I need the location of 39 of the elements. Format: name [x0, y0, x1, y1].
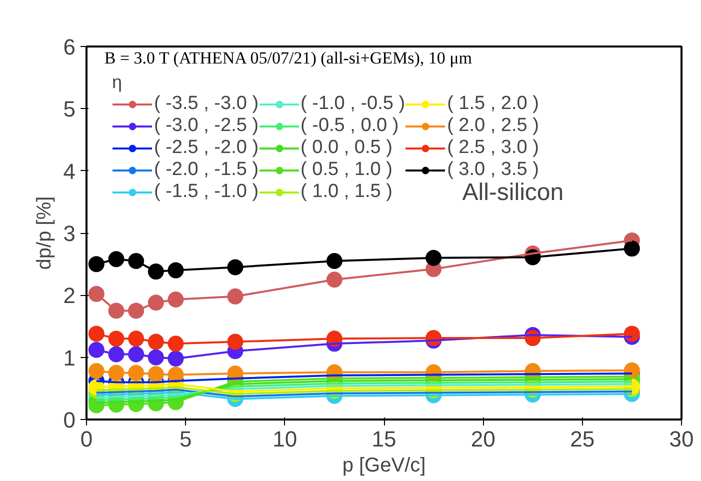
legend-label: ( -0.5 , 0.0 ): [300, 115, 399, 137]
point: [88, 363, 104, 379]
point: [624, 240, 640, 257]
y-tick-label: 1: [63, 345, 76, 370]
point: [88, 342, 104, 358]
x-tick-label: 30: [669, 426, 694, 452]
x-tick-label: 10: [272, 426, 298, 452]
x-axis-title: p [GeV/c]: [342, 454, 426, 476]
legend-label: ( 0.5 , 1.0 ): [300, 159, 392, 181]
legend-title: η: [112, 72, 124, 93]
y-tick-label: 5: [63, 96, 76, 122]
legend-label: ( 3.0 , 3.5 ): [447, 159, 539, 181]
x-tick-label: 25: [570, 426, 595, 452]
legend-label: ( -1.0 , -0.5 ): [300, 93, 406, 115]
legend-label: ( 1.0 , 1.5 ): [300, 181, 392, 203]
y-axis-title: dp/p [%]: [33, 196, 56, 270]
point: [88, 326, 104, 342]
legend-label: ( 1.5 , 2.0 ): [447, 93, 539, 115]
legend-label: ( -2.5 , -2.0 ): [154, 137, 259, 159]
point: [88, 256, 104, 272]
x-tick-label: 5: [180, 426, 192, 452]
legend-label: ( -1.5 , -1.0 ): [154, 181, 259, 203]
annotation: All-silicon: [462, 179, 564, 206]
legend-label: ( -3.0 , -2.5 ): [154, 115, 259, 137]
y-tick-label: 2: [63, 283, 76, 308]
x-tick-label: 0: [80, 426, 93, 452]
y-tick-label: 0: [63, 408, 76, 432]
y-tick-label: 3: [63, 221, 76, 246]
legend-label: ( 2.5 , 3.0 ): [447, 137, 539, 159]
y-tick-label: 4: [63, 158, 76, 184]
point: [88, 286, 104, 302]
legend-label: ( 2.0 , 2.5 ): [447, 115, 539, 137]
y-tick-label: 6: [63, 34, 76, 60]
x-tick-label: 15: [372, 426, 396, 452]
x-tick-label: 20: [470, 426, 496, 452]
legend-label: ( -3.5 , -3.0 ): [154, 93, 259, 115]
legend-label: ( -2.0 , -1.5 ): [154, 159, 259, 181]
chart-title: B = 3.0 T (ATHENA 05/07/21) (all-si+GEMs), 10 μm: [104, 48, 472, 68]
legend-label: ( 0.0 , 0.5 ): [300, 137, 392, 159]
